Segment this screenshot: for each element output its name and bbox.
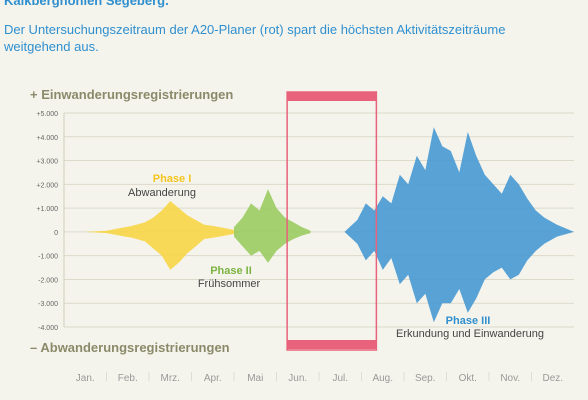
- month-label: Nov.: [500, 373, 520, 384]
- y-tick-label: +1.000: [36, 206, 58, 213]
- y-tick-label: +4.000: [36, 135, 58, 142]
- series-area-phase-1: [85, 201, 239, 270]
- month-label: Apr.: [204, 373, 222, 384]
- month-label: Okt.: [459, 373, 477, 384]
- planer-period: [286, 91, 378, 351]
- phase3-description: Erkundung und Einwanderung: [396, 328, 544, 340]
- phase1-description: Abwanderung: [128, 187, 196, 199]
- y-tick-label: 0: [54, 230, 58, 237]
- month-label: Jan.: [76, 373, 95, 384]
- phase2-title: Phase II: [210, 265, 252, 277]
- series-area-phase-2: [234, 189, 311, 263]
- y-tick-label: +5.000: [36, 111, 58, 118]
- chart-grid: [63, 112, 574, 328]
- month-label: Feb.: [118, 373, 138, 384]
- x-axis-months: Jan. Feb. Mrz. Apr. Mai Jun. Jul. Aug. Sep. Okt. N…: [76, 372, 563, 384]
- phase3-title: Phase III: [446, 315, 491, 327]
- phase1-title: Phase I: [153, 173, 192, 185]
- page-title: Kalkberghöhlen Segeberg.: [4, 0, 169, 8]
- month-label: Mrz.: [161, 373, 180, 384]
- y-axis-label-negative: – Abwanderungsregistrierungen: [30, 340, 230, 355]
- month-label: Aug.: [372, 373, 393, 384]
- month-label: Sep.: [415, 373, 436, 384]
- phase2-description: Frühsommer: [198, 278, 261, 290]
- series-areas: [85, 127, 574, 323]
- y-tick-label: +2.000: [36, 182, 58, 189]
- y-tick-label: -3.000: [38, 301, 58, 308]
- y-axis-ticks: +5.000 +4.000 +3.000 +2.000 +1.000 0 -1.000 -2.…: [36, 111, 58, 332]
- month-label: Jul.: [332, 373, 348, 384]
- y-axis-label-positive: + Einwanderungsregistrierungen: [30, 87, 233, 102]
- y-tick-label: +3.000: [36, 159, 58, 166]
- planer-period-top-bar: [287, 92, 377, 101]
- page-subtitle: Der Untersuchungszeitraum der A20-Planer…: [4, 22, 506, 54]
- month-label: Mai: [247, 373, 263, 384]
- y-tick-label: -2.000: [38, 277, 58, 284]
- y-tick-label: -4.000: [38, 325, 58, 332]
- month-label: Dez.: [542, 373, 563, 384]
- y-tick-label: -1.000: [38, 254, 58, 261]
- series-area-phase-3: [344, 127, 574, 323]
- month-label: Jun.: [288, 373, 307, 384]
- planer-period-bottom-bar: [287, 340, 377, 349]
